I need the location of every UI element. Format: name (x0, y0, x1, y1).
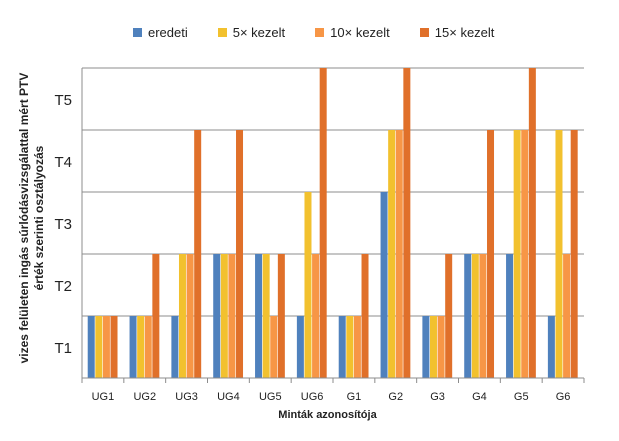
x-tick-label: G1 (347, 391, 362, 403)
bar (304, 192, 312, 378)
bar (547, 316, 555, 378)
bar (445, 254, 453, 378)
bar (479, 254, 487, 378)
x-tick-label: G2 (388, 391, 403, 403)
legend-item-eredeti: eredeti (133, 25, 188, 40)
bar (296, 316, 304, 378)
x-tick-label: UG2 (133, 391, 156, 403)
x-tick-label: G3 (430, 391, 445, 403)
x-tick-label: G6 (556, 391, 571, 403)
legend-item-5x: 5× kezelt (217, 25, 286, 40)
x-tick-label: G5 (514, 391, 529, 403)
legend-label: 5× kezelt (232, 25, 286, 40)
bar (555, 130, 563, 378)
bar (464, 254, 472, 378)
bar (346, 316, 354, 378)
bar (262, 254, 270, 378)
bar (429, 316, 437, 378)
bar (437, 316, 445, 378)
bar (87, 316, 95, 378)
bar (194, 130, 202, 378)
bar (186, 254, 194, 378)
bar (403, 68, 411, 378)
bar (255, 254, 263, 378)
bar (361, 254, 369, 378)
bar (152, 254, 160, 378)
bar (506, 254, 514, 378)
x-tick-label: G4 (472, 391, 487, 403)
bar (277, 254, 285, 378)
bar (319, 68, 327, 378)
bar (213, 254, 221, 378)
bar (236, 130, 244, 378)
bar (270, 316, 278, 378)
x-tick-label: UG4 (217, 391, 240, 403)
bar (220, 254, 228, 378)
legend-swatch (419, 28, 429, 37)
legend-item-15x: 15× kezelt (419, 25, 495, 40)
x-axis-title: Minták azonosítója (278, 409, 377, 421)
legend-item-10x: 10× kezelt (315, 25, 390, 40)
bar (102, 316, 110, 378)
x-tick-label: UG1 (92, 391, 115, 403)
bar (178, 254, 186, 378)
bar (395, 130, 403, 378)
bar (521, 130, 529, 378)
x-tick-label: UG5 (259, 391, 282, 403)
bar (312, 254, 320, 378)
bar (388, 130, 396, 378)
bar (422, 316, 430, 378)
y-tick-label: T3 (54, 216, 72, 233)
bar (137, 316, 145, 378)
y-tick-label: T4 (54, 154, 72, 171)
bar (228, 254, 236, 378)
legend: eredeti 5× kezelt 10× kezelt 15× kezelt (133, 25, 524, 40)
bar (570, 130, 578, 378)
legend-label: 15× kezelt (434, 25, 495, 40)
bar (487, 130, 495, 378)
bar (380, 192, 388, 378)
bar (144, 316, 152, 378)
y-tick-label: T2 (54, 278, 72, 295)
bar (95, 316, 103, 378)
bar (110, 316, 118, 378)
bar (171, 316, 179, 378)
legend-swatch (217, 28, 227, 37)
bar (129, 316, 137, 378)
bar (528, 68, 536, 378)
legend-label: 10× kezelt (330, 25, 390, 40)
legend-swatch (133, 28, 142, 37)
bar (471, 254, 479, 378)
y-tick-label: T5 (54, 92, 72, 109)
bar (563, 254, 571, 378)
x-tick-label: UG3 (175, 391, 198, 403)
bar (353, 316, 361, 378)
bar (513, 130, 521, 378)
legend-label: eredeti (148, 25, 188, 40)
x-tick-label: UG6 (301, 391, 324, 403)
bar (338, 316, 346, 378)
y-tick-label: T1 (54, 340, 72, 357)
legend-swatch (315, 28, 325, 37)
